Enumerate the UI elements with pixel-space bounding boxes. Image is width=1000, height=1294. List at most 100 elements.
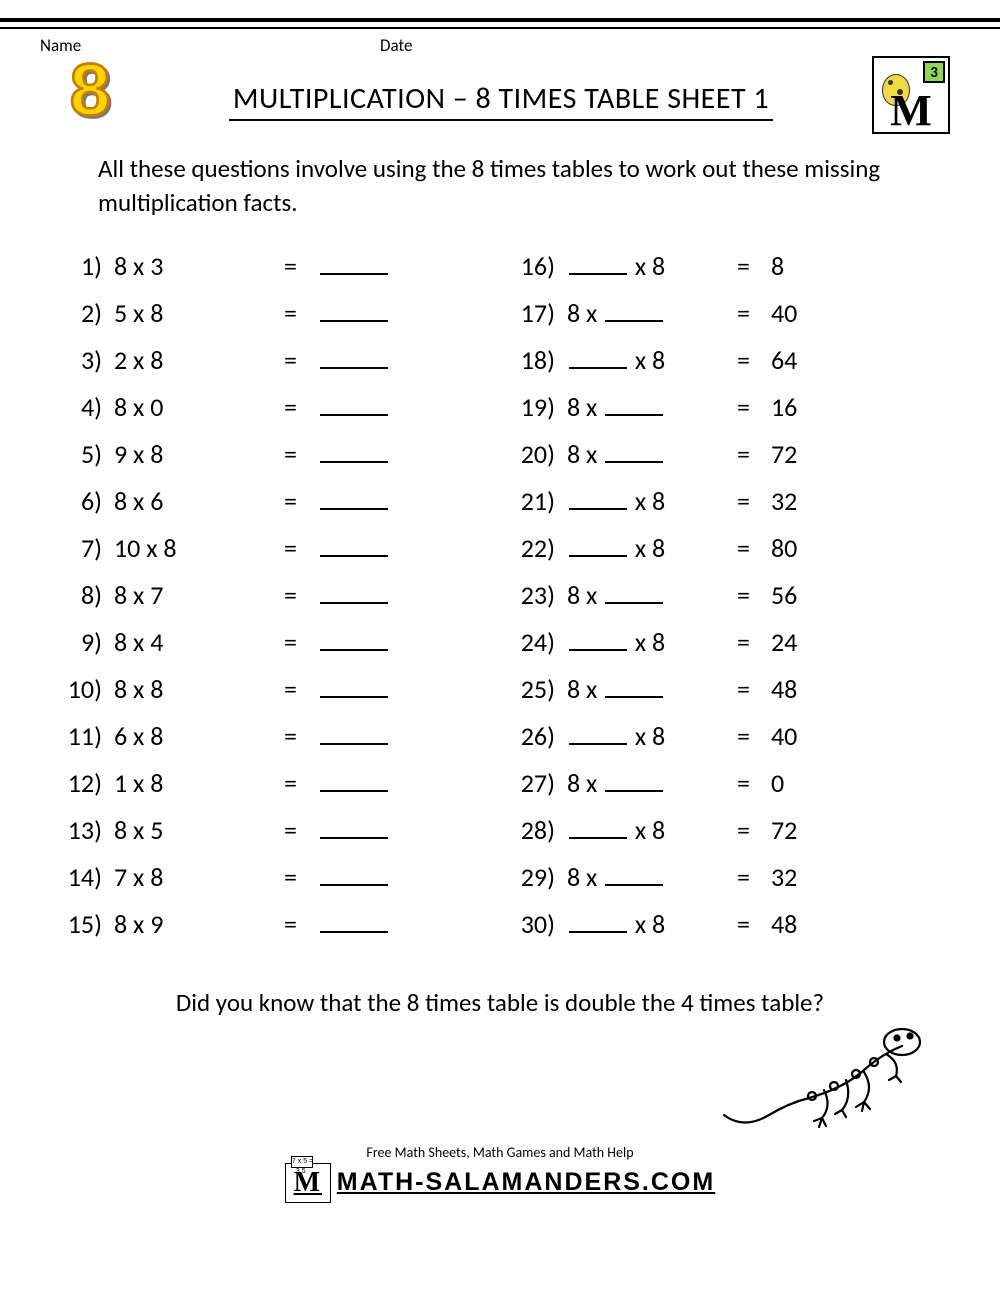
equals-sign: = [737,438,771,470]
problem-row: 4)8 x 0= [56,391,491,438]
problem-expression: 8 x 3 [114,250,284,282]
answer-blank[interactable] [318,438,398,470]
problem-number: 9) [56,626,114,658]
equals-sign: = [284,767,318,799]
problem-answer: 48 [771,908,851,940]
problem-row: 19)8 x =16 [509,391,944,438]
mini-board-text: 7x5= 35 [291,1156,313,1168]
equals-sign: = [737,297,771,329]
salamander-drawing-icon [714,1020,934,1140]
equals-sign: = [284,485,318,517]
problems-grid: 1)8 x 3=2)5 x 8=3)2 x 8=4)8 x 0=5)9 x 8=… [50,250,950,955]
problem-expression[interactable]: 8 x [567,861,737,893]
problem-expression[interactable]: x 8 [567,485,737,517]
equals-sign: = [737,485,771,517]
problem-number: 16) [509,250,567,282]
answer-blank[interactable] [318,532,398,564]
equals-sign: = [737,908,771,940]
answer-blank[interactable] [318,579,398,611]
equals-sign: = [737,673,771,705]
problem-expression: 2 x 8 [114,344,284,376]
problem-number: 20) [509,438,567,470]
problem-number: 25) [509,673,567,705]
problem-answer: 72 [771,438,851,470]
problem-expression[interactable]: x 8 [567,908,737,940]
problem-number: 3) [56,344,114,376]
answer-blank[interactable] [318,250,398,282]
equals-sign: = [737,391,771,423]
problem-expression[interactable]: 8 x [567,673,737,705]
problem-answer: 56 [771,579,851,611]
problem-expression[interactable]: 8 x [567,579,737,611]
number-8-icon: 8 [50,51,130,131]
footer-site: MATH-SALAMANDERS.COM [337,1168,715,1197]
equals-sign: = [737,720,771,752]
problem-expression[interactable]: x 8 [567,532,737,564]
problem-row: 15)8 x 9= [56,908,491,955]
problem-row: 7)10 x 8= [56,532,491,579]
title-wrap: MULTIPLICATION – 8 TIMES TABLE SHEET 1 [142,80,860,121]
answer-blank[interactable] [318,814,398,846]
problem-number: 5) [56,438,114,470]
problem-row: 25)8 x =48 [509,673,944,720]
problem-number: 6) [56,485,114,517]
problem-expression[interactable]: 8 x [567,391,737,423]
answer-blank[interactable] [318,391,398,423]
equals-sign: = [737,250,771,282]
equals-sign: = [737,579,771,611]
problem-number: 29) [509,861,567,893]
problem-number: 11) [56,720,114,752]
instructions: All these questions involve using the 8 … [98,152,950,220]
problem-row: 23)8 x =56 [509,579,944,626]
equals-sign: = [284,908,318,940]
equals-sign: = [284,532,318,564]
problem-expression[interactable]: 8 x [567,297,737,329]
problem-answer: 32 [771,861,851,893]
problem-row: 14)7 x 8= [56,861,491,908]
answer-blank[interactable] [318,908,398,940]
answer-blank[interactable] [318,767,398,799]
problem-row: 5)9 x 8= [56,438,491,485]
problem-number: 18) [509,344,567,376]
answer-blank[interactable] [318,626,398,658]
problem-expression: 8 x 8 [114,673,284,705]
problem-row: 27)8 x =0 [509,767,944,814]
problem-expression[interactable]: x 8 [567,720,737,752]
problems-col-left: 1)8 x 3=2)5 x 8=3)2 x 8=4)8 x 0=5)9 x 8=… [56,250,491,955]
problem-expression[interactable]: 8 x [567,438,737,470]
answer-blank[interactable] [318,297,398,329]
problem-expression[interactable]: 8 x [567,767,737,799]
equals-sign: = [284,344,318,376]
equals-sign: = [284,391,318,423]
logo-letter: M [874,93,948,128]
answer-blank[interactable] [318,861,398,893]
worksheet-page: 8 MULTIPLICATION – 8 TIMES TABLE SHEET 1… [0,56,1000,1223]
equals-sign: = [737,532,771,564]
answer-blank[interactable] [318,673,398,705]
problem-answer: 80 [771,532,851,564]
problem-answer: 0 [771,767,851,799]
problem-answer: 40 [771,297,851,329]
answer-blank[interactable] [318,485,398,517]
problem-number: 7) [56,532,114,564]
problem-expression: 6 x 8 [114,720,284,752]
problem-number: 26) [509,720,567,752]
page-title: MULTIPLICATION – 8 TIMES TABLE SHEET 1 [229,80,773,121]
problem-row: 3)2 x 8= [56,344,491,391]
problem-number: 13) [56,814,114,846]
grade-logo: 3 M [872,56,950,134]
answer-blank[interactable] [318,720,398,752]
problem-expression: 8 x 9 [114,908,284,940]
answer-blank[interactable] [318,344,398,376]
problem-expression[interactable]: x 8 [567,250,737,282]
problem-row: 17)8 x =40 [509,297,944,344]
problem-expression[interactable]: x 8 [567,814,737,846]
problem-number: 24) [509,626,567,658]
problem-answer: 32 [771,485,851,517]
problem-number: 27) [509,767,567,799]
problem-number: 28) [509,814,567,846]
problem-expression: 8 x 0 [114,391,284,423]
problem-expression[interactable]: x 8 [567,626,737,658]
problem-expression[interactable]: x 8 [567,344,737,376]
equals-sign: = [284,250,318,282]
